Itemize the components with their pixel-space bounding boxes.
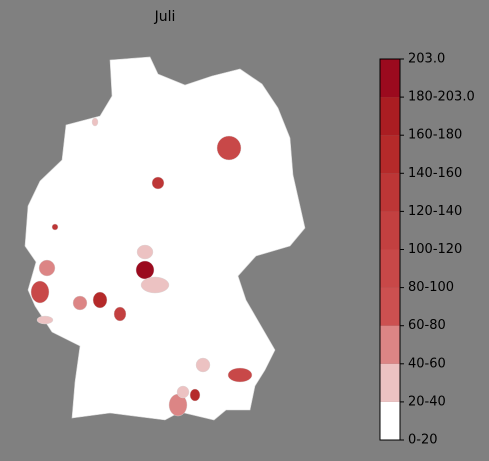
region: [36, 315, 54, 325]
region: [140, 276, 170, 294]
tick-label: 140-160: [408, 166, 462, 181]
region: [91, 117, 99, 127]
tick-label: 60-80: [408, 318, 446, 333]
map-title: Juli: [154, 9, 176, 25]
region: [176, 385, 190, 399]
colorbar-segment: [380, 325, 400, 364]
tick-label: 160-180: [408, 128, 462, 143]
colorbar-segment: [380, 249, 400, 288]
region: [195, 357, 211, 373]
tick-label: 20-40: [408, 394, 446, 409]
region: [51, 223, 59, 231]
tick-label: 40-60: [408, 356, 446, 371]
region: [189, 388, 201, 402]
region: [136, 244, 154, 260]
tick-label: 203.0: [408, 52, 445, 67]
country-outline: [24, 56, 306, 421]
region: [227, 367, 253, 383]
region: [72, 295, 88, 311]
colorbar: 0-20 20-40 40-60 60-80 80-100 100-120 120-140 1…: [379, 52, 475, 448]
region: [151, 176, 165, 190]
tick-label: 0-20: [408, 433, 438, 448]
region: [30, 280, 50, 304]
region: [135, 260, 155, 280]
colorbar-segment: [380, 97, 400, 136]
region: [113, 306, 127, 322]
colorbar-segment: [380, 173, 400, 212]
tick-label: 80-100: [408, 280, 454, 295]
tick-label: 100-120: [408, 242, 462, 257]
colorbar-segment: [380, 401, 400, 440]
colorbar-segment: [380, 59, 400, 98]
colorbar-segment: [380, 287, 400, 326]
colorbar-segment: [380, 211, 400, 250]
colorbar-segment: [380, 135, 400, 174]
region: [92, 291, 108, 309]
tick-label: 180-203.0: [408, 90, 475, 105]
colorbar-segment: [380, 363, 400, 402]
region: [38, 259, 56, 277]
regions: [30, 117, 253, 417]
region: [216, 135, 242, 161]
tick-label: 120-140: [408, 204, 462, 219]
